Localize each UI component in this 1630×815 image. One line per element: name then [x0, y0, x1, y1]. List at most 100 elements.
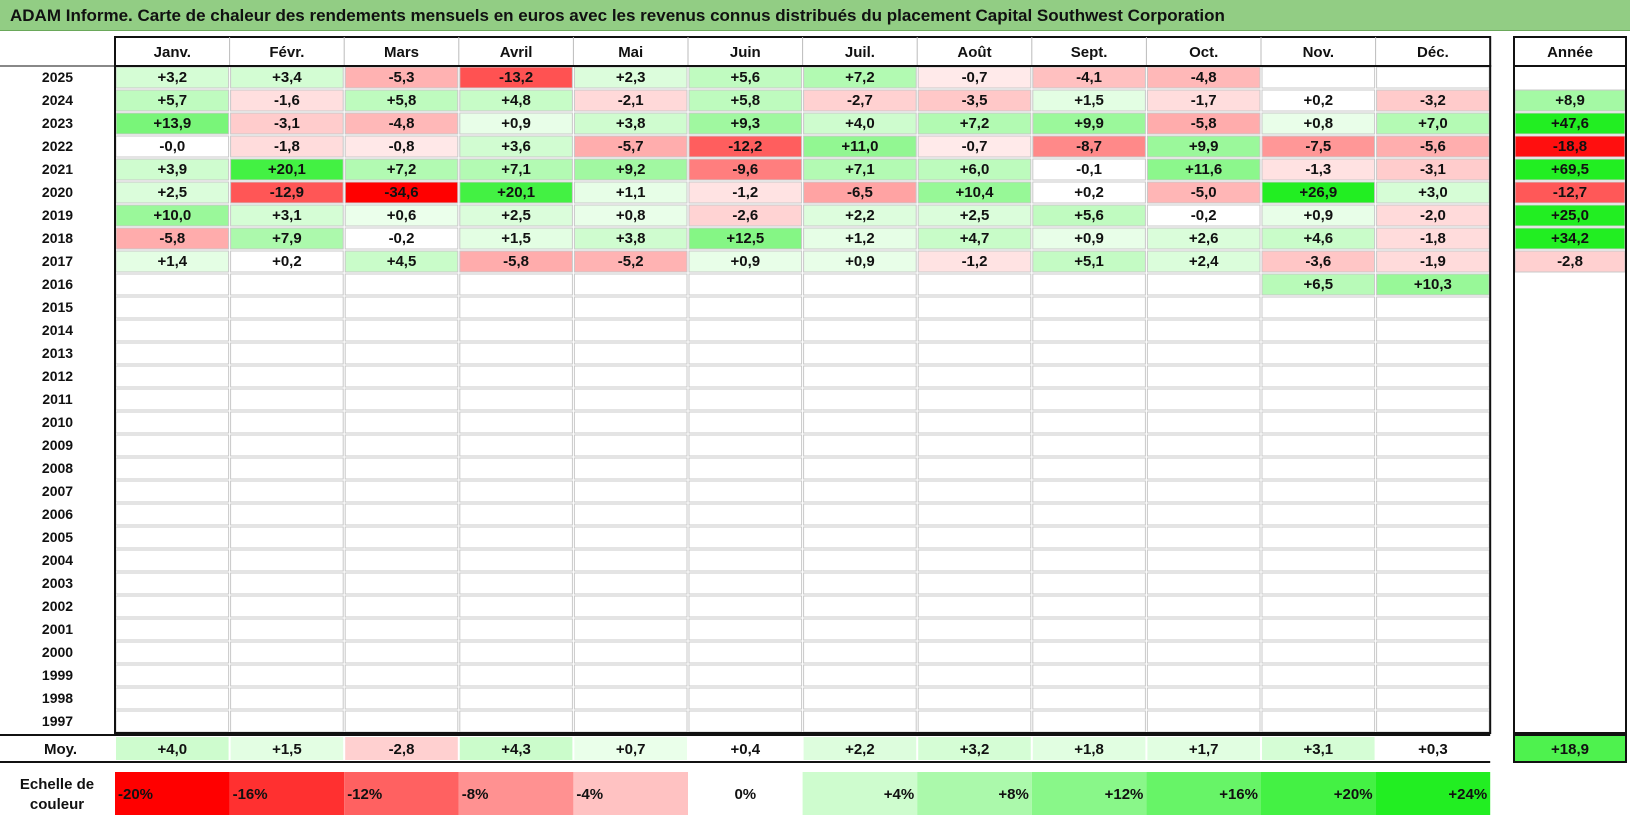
annual-value: -12,7	[1553, 184, 1587, 201]
month-header: Nov.	[1303, 44, 1334, 61]
heatmap-cell	[459, 342, 573, 365]
cell-value: +0,9	[501, 115, 531, 132]
cell-value: +5,6	[1074, 207, 1104, 224]
cell-value: -0,8	[389, 138, 415, 155]
cell-value: +3,2	[157, 69, 187, 86]
year-label: 2022	[42, 138, 73, 154]
cell-value: -0,7	[962, 69, 988, 86]
heatmap-cell	[459, 135, 573, 158]
heatmap-cell	[1146, 480, 1261, 503]
heatmap-cell	[573, 572, 688, 595]
heatmap-cell	[917, 296, 1032, 319]
heatmap-cell	[573, 158, 688, 181]
heatmap-cell	[115, 273, 230, 296]
heatmap-cell	[115, 526, 230, 549]
heatmap-cell	[1032, 572, 1146, 595]
cell-value: +12,5	[726, 230, 764, 247]
heatmap-cell	[803, 158, 917, 181]
scale-swatch	[458, 772, 574, 815]
heatmap-cell	[344, 572, 459, 595]
heatmap-cell	[688, 181, 803, 204]
heatmap-cell	[459, 273, 573, 296]
heatmap-cell	[688, 526, 803, 549]
cell-value: -5,0	[1191, 184, 1217, 201]
heatmap-cell	[459, 204, 573, 227]
heatmap-cell	[230, 549, 344, 572]
heatmap-cell	[688, 572, 803, 595]
month-header: Avril	[500, 44, 533, 61]
heatmap-cell	[573, 388, 688, 411]
year-label: 2025	[42, 69, 73, 85]
cell-value: -5,6	[1420, 138, 1446, 155]
year-label: 2001	[42, 621, 73, 637]
heatmap-cell	[688, 227, 803, 250]
heatmap-cell	[688, 273, 803, 296]
annual-value: +47,6	[1551, 115, 1589, 132]
cell-value: -12,2	[728, 138, 762, 155]
heatmap-cell	[1261, 181, 1376, 204]
heatmap-cell	[115, 480, 230, 503]
cell-value: -5,2	[618, 253, 644, 270]
heatmap-cell	[344, 411, 459, 434]
heatmap-cell	[1146, 664, 1261, 687]
heatmap-cell	[573, 319, 688, 342]
average-value: +3,2	[960, 741, 990, 758]
heatmap-cell	[1376, 388, 1490, 411]
heatmap-cell	[115, 411, 230, 434]
cell-value: +7,1	[501, 161, 531, 178]
year-label: 2023	[42, 115, 73, 131]
heatmap-cell	[1376, 572, 1490, 595]
heatmap-cell	[573, 250, 688, 273]
cell-value: -3,5	[962, 92, 988, 109]
heatmap-cell	[230, 250, 344, 273]
cell-value: +7,1	[845, 161, 875, 178]
cell-value: +0,9	[1074, 230, 1104, 247]
heatmap-cell	[1261, 572, 1376, 595]
heatmap-cell	[344, 710, 459, 733]
average-value: +4,3	[501, 741, 531, 758]
heatmap-cell	[573, 526, 688, 549]
average-value: -2,8	[389, 741, 415, 758]
heatmap-cell	[1376, 595, 1490, 618]
annual-cell	[1515, 596, 1625, 617]
heatmap-cell	[344, 319, 459, 342]
cell-value: -2,7	[847, 92, 873, 109]
heatmap-cell	[803, 664, 917, 687]
cell-value: +3,6	[501, 138, 531, 155]
heatmap-cell	[230, 365, 344, 388]
year-label: 1997	[42, 713, 73, 729]
cell-value: -6,5	[847, 184, 873, 201]
cell-value: -2,1	[618, 92, 644, 109]
heatmap-cell	[459, 227, 573, 250]
heatmap-cell	[688, 595, 803, 618]
heatmap-cell	[344, 595, 459, 618]
heatmap-cell	[459, 158, 573, 181]
average-cell	[574, 737, 687, 760]
heatmap-cell	[1032, 112, 1146, 135]
cell-value: -1,7	[1191, 92, 1217, 109]
heatmap-cell	[1146, 457, 1261, 480]
heatmap-cell	[917, 434, 1032, 457]
heatmap-cell	[115, 664, 230, 687]
heatmap-cell	[1376, 411, 1490, 434]
annual-value: +25,0	[1551, 207, 1589, 224]
heatmap-cell	[803, 135, 917, 158]
cell-value: -5,8	[159, 230, 185, 247]
annual-cell	[1515, 527, 1625, 548]
cell-value: -0,2	[1191, 207, 1217, 224]
heatmap-cell	[230, 664, 344, 687]
heatmap-cell	[573, 595, 688, 618]
cell-value: +10,0	[153, 207, 191, 224]
heatmap-cell	[1376, 342, 1490, 365]
average-cell	[230, 737, 344, 760]
heatmap-cell	[917, 319, 1032, 342]
heatmap-cell	[573, 181, 688, 204]
cell-value: +1,4	[157, 253, 187, 270]
cell-value: +3,9	[157, 161, 187, 178]
heatmap-cell	[1146, 342, 1261, 365]
heatmap-cell	[1376, 687, 1490, 710]
annual-header: Année	[1547, 44, 1593, 61]
heatmap-cell	[1376, 66, 1490, 89]
heatmap-cell	[115, 687, 230, 710]
year-label: 2007	[42, 483, 73, 499]
